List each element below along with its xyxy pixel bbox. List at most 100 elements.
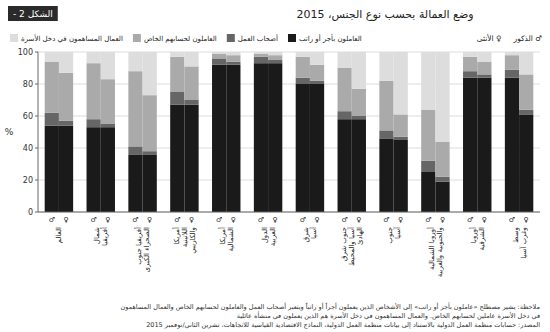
legend-swatch: [133, 34, 141, 42]
bar-segment: [310, 52, 324, 65]
bar-segment: [519, 52, 533, 74]
bar-segment: [212, 58, 226, 64]
bar-segment: [352, 116, 366, 119]
bar-segment: [143, 151, 157, 154]
bar-segment: [435, 177, 449, 182]
tick-label: وسط: [512, 227, 520, 243]
bar-segment: [421, 172, 435, 212]
bars: [45, 52, 534, 212]
bar-segment: [212, 52, 226, 54]
group-symbol: ♀: [189, 216, 194, 224]
title-label-box: [8, 6, 58, 21]
bar-segment: [379, 81, 393, 131]
tick-label: الصحراء الكبرى: [143, 227, 151, 272]
bar-segment: [254, 63, 268, 212]
category-label: أوروباالشرقية: [469, 227, 486, 250]
group-symbol: ♂: [216, 216, 222, 224]
group-symbol: ♀: [356, 216, 361, 224]
bar-segment: [59, 121, 73, 126]
bar-segment: [421, 110, 435, 161]
group-symbol: ♂: [258, 216, 264, 224]
category-label: العالم: [55, 227, 63, 243]
tick-label: أمريكا: [218, 227, 227, 245]
bar-segment: [296, 52, 310, 57]
group-symbol: ♂: [90, 216, 96, 224]
tick-label: والجنوبية والغربية: [436, 227, 444, 277]
category-label: شمالأفريقيا: [93, 227, 109, 246]
category-label: الدولالعربية: [261, 227, 277, 246]
bar-segment: [101, 79, 115, 124]
bar-segment: [519, 74, 533, 109]
bar-segment: [170, 52, 184, 57]
bar-segment: [296, 57, 310, 78]
legend: العمال المساهمون في دخل الأسرةالعاملون ل…: [10, 33, 362, 43]
group-symbol: ♂: [132, 216, 138, 224]
legend-label: العمال المساهمون في دخل الأسرة: [21, 34, 123, 43]
bar-segment: [379, 52, 393, 81]
bar-segment: [435, 52, 449, 142]
bar-segment: [254, 52, 268, 54]
chart: الشكل 2 -وضع العمالة بحسب نوع الجنس، 201…: [0, 0, 550, 332]
bar-segment: [128, 154, 142, 212]
bar-segment: [101, 127, 115, 212]
group-symbol: ♂: [49, 216, 55, 224]
bar-segment: [184, 52, 198, 66]
group-symbol: ♀: [105, 216, 110, 224]
bar-segment: [170, 57, 184, 92]
bar-segment: [352, 119, 366, 212]
bar-segment: [212, 54, 226, 59]
bar-segment: [338, 111, 352, 119]
bar-segment: [212, 65, 226, 212]
bar-segment: [296, 78, 310, 84]
group-legend-label: ♂ الذكور: [513, 34, 543, 43]
x-axis-line: [38, 212, 540, 213]
bar-segment: [59, 73, 73, 121]
bar-segment: [477, 52, 491, 62]
bar-segment: [519, 110, 533, 115]
bar-segment: [352, 89, 366, 116]
tick-label: جنوب شرق: [340, 227, 348, 261]
category-label: جنوب شرقآسيا والمحيطالهادئ: [340, 226, 364, 266]
legend-label: أصحاب العمل: [238, 34, 278, 43]
legend-swatch: [10, 34, 18, 42]
bar-segment: [463, 57, 477, 71]
tick-label: الدول: [261, 227, 269, 243]
bar-segment: [59, 126, 73, 212]
legend-label: العاملون بأجر أو راتب: [299, 33, 362, 43]
bar-segment: [226, 55, 240, 61]
bar-segment: [87, 63, 101, 119]
bar-segment: [477, 78, 491, 212]
tick-label: أوروبا: [469, 227, 478, 243]
bar-segment: [379, 138, 393, 212]
category-label: أمريكااللاتينيةوالكاريبي: [172, 227, 197, 254]
bar-segment: [296, 84, 310, 212]
title: وضع العمالة بحسب نوع الجنس، 2015: [296, 8, 473, 21]
note: ملاحظة: يشير مصطلح «عاملون بأجر أو راتب»…: [121, 302, 540, 311]
tick-label: الشرقية: [478, 227, 486, 250]
bar-segment: [463, 78, 477, 212]
group-symbol: ♀: [63, 216, 68, 224]
group-symbol: ♀: [314, 216, 319, 224]
tick-label: الشمالية: [227, 227, 235, 252]
bar-segment: [505, 55, 519, 69]
group-symbols: ♂♀♂♀♂♀♂♀♂♀♂♀♂♀♂♀♂♀♂♀♂♀♂♀: [49, 216, 529, 224]
tick-label: أفريقيا جنوب: [134, 227, 143, 265]
bar-segment: [435, 142, 449, 177]
group-symbol: ♀: [482, 216, 487, 224]
tick-label: شرق: [302, 227, 310, 242]
bar-segment: [268, 60, 282, 63]
category-label: أمريكاالشمالية: [218, 227, 235, 252]
group-symbol: ♀: [398, 216, 403, 224]
bar-segment: [268, 63, 282, 212]
bar-segment: [394, 114, 408, 136]
group-symbol: ♀: [231, 216, 236, 224]
tick-label: 40: [23, 144, 33, 153]
bar-segment: [87, 119, 101, 127]
source: المصدر: حسابات منظمة العمل الدولية بالاس…: [146, 321, 540, 329]
bar-segment: [310, 65, 324, 81]
bar-segment: [226, 65, 240, 212]
bar-segment: [45, 126, 59, 212]
y-axis: 020406080100: [18, 48, 540, 217]
category-label: شرقآسيا: [302, 226, 318, 242]
bar-segment: [477, 74, 491, 77]
